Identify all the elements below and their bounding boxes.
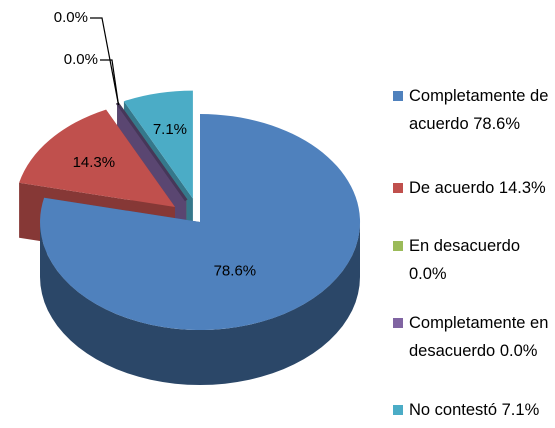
slice-top <box>115 102 188 202</box>
data-label: 0.0% <box>64 51 98 68</box>
data-label: 14.3% <box>73 154 116 171</box>
slice-wall <box>40 222 360 385</box>
legend-item: Completamente en desacuerdo 0.0% <box>393 309 551 365</box>
legend-swatch <box>393 318 403 328</box>
legend-label: Completamente en desacuerdo 0.0% <box>409 314 549 360</box>
data-label: 7.1% <box>153 121 187 138</box>
data-label: 0.0% <box>54 9 88 26</box>
legend-swatch <box>393 183 403 193</box>
leader-line <box>100 59 120 105</box>
legend-swatch <box>393 405 403 415</box>
slice <box>40 113 361 385</box>
legend-item: De acuerdo 14.3% <box>393 174 551 202</box>
legend-label: No contestó 7.1% <box>409 401 540 419</box>
slice-top <box>40 113 361 330</box>
legend-label: En desacuerdo 0.0% <box>409 237 520 283</box>
legend-item: No contestó 7.1% <box>393 396 551 424</box>
legend-label: De acuerdo 14.3% <box>409 179 546 197</box>
legend-item: En desacuerdo 0.0% <box>393 232 551 288</box>
slice-top <box>123 90 193 199</box>
leader-line <box>90 17 120 106</box>
slice-top <box>19 109 176 207</box>
legend-swatch <box>393 91 403 101</box>
legend-item: Completamente de acuerdo 78.6% <box>393 82 551 138</box>
legend-label: Completamente de acuerdo 78.6% <box>409 87 549 133</box>
legend-swatch <box>393 241 403 251</box>
data-label: 78.6% <box>214 263 257 280</box>
